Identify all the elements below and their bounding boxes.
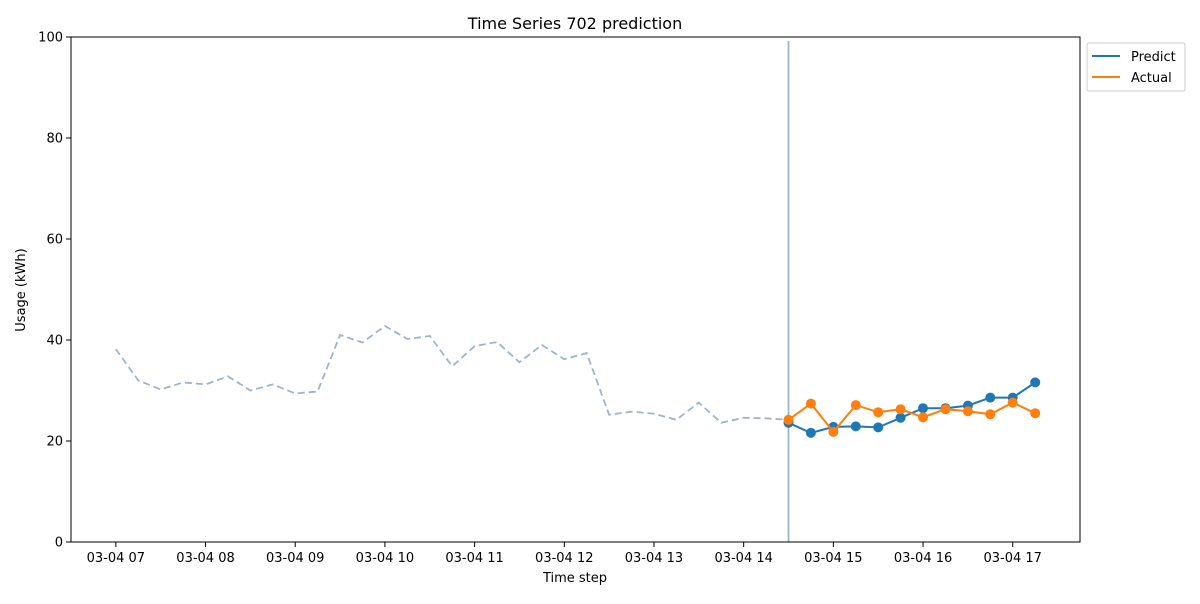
x-tick-label: 03-04 07 [87, 551, 145, 566]
x-tick-label: 03-04 13 [625, 551, 683, 566]
x-tick-label: 03-04 15 [804, 551, 862, 566]
x-axis: 03-04 07 03-04 08 03-04 09 03-04 10 03-04 11… [87, 542, 1042, 566]
point-actual [985, 409, 996, 420]
y-axis-label: Usage (kWh) [14, 248, 29, 331]
x-tick-label: 03-04 17 [984, 551, 1042, 566]
series-line-predict [788, 381, 1036, 434]
series-line-actual [787, 401, 1036, 434]
point-actual [1007, 397, 1018, 408]
x-tick-label: 03-04 11 [445, 551, 503, 566]
y-tick-label: 80 [46, 132, 63, 147]
y-tick-label: 0 [55, 536, 63, 551]
history-line [115, 324, 789, 424]
point-actual [940, 404, 951, 415]
x-tick-label: 03-04 12 [535, 551, 593, 566]
point-actual [962, 406, 973, 417]
y-tick-label: 60 [46, 233, 63, 248]
y-tick-label: 40 [46, 334, 63, 349]
point-predict [985, 392, 996, 403]
point-predict [850, 421, 861, 432]
point-actual [783, 414, 794, 425]
x-tick-label: 03-04 09 [266, 551, 324, 566]
chart-title: Time Series 702 prediction [467, 14, 682, 33]
point-actual [828, 426, 839, 437]
point-actual [918, 412, 928, 423]
y-tick-label: 20 [46, 435, 63, 450]
point-predict [895, 412, 906, 423]
legend-label-predict: Predict [1131, 50, 1176, 65]
x-tick-label: 03-04 16 [894, 551, 952, 566]
y-tick-label: 100 [38, 31, 63, 46]
point-predict [805, 427, 816, 438]
point-actual [805, 398, 816, 409]
point-actual [1030, 408, 1041, 419]
point-predict [1030, 377, 1041, 388]
y-axis: 0 20 40 60 80 100 [38, 31, 71, 551]
legend-label-actual: Actual [1131, 71, 1172, 86]
x-axis-label: Time step [542, 571, 607, 586]
point-predict [918, 403, 928, 414]
x-tick-label: 03-04 10 [356, 551, 414, 566]
legend: Predict Actual [1086, 42, 1186, 92]
plot-frame [70, 36, 1081, 543]
history-layer [115, 324, 789, 424]
point-actual [895, 404, 906, 415]
point-actual [850, 400, 861, 411]
series-layer [783, 377, 1041, 438]
x-tick-label: 03-04 08 [176, 551, 234, 566]
point-actual [873, 407, 884, 418]
point-predict [873, 422, 884, 433]
x-tick-label: 03-04 14 [714, 551, 772, 566]
